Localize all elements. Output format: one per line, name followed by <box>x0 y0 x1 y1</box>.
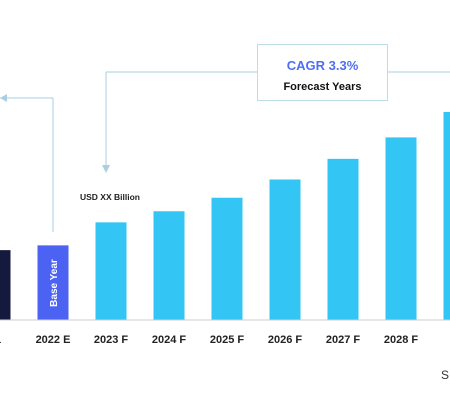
x-tick-label-6: 2026 F <box>268 334 303 346</box>
base-year-label: Base Year <box>49 259 60 307</box>
unit-label: USD XX Billion <box>80 192 140 202</box>
cagr-subtitle: Forecast Years <box>283 81 362 93</box>
bar-1 <box>0 250 11 320</box>
cagr-title: CAGR 3.3% <box>286 58 359 73</box>
x-tick-labels: 21 2022 E 2023 F 2024 F 2025 F 2026 F 2027 F 20… <box>0 334 419 346</box>
connector-left-arrow <box>0 94 7 102</box>
x-tick-label-7: 2027 F <box>326 334 361 346</box>
x-tick-label-2: 2022 E <box>36 334 71 346</box>
bar-6 <box>269 179 301 320</box>
bar-9 <box>443 112 450 320</box>
cagr-annotation-box: CAGR 3.3% Forecast Years <box>257 44 388 101</box>
source-label: S <box>441 368 450 382</box>
bar-4 <box>153 211 185 320</box>
connector-right-arrow <box>102 165 110 173</box>
annotation-connectors <box>0 71 450 232</box>
bar-2 <box>37 245 69 320</box>
x-tick-label-1: 21 <box>0 334 1 346</box>
bar-8 <box>385 137 417 320</box>
x-tick-label-5: 2025 F <box>210 334 245 346</box>
bar-5 <box>211 197 243 320</box>
bar-3 <box>95 222 127 320</box>
x-tick-label-8: 2028 F <box>384 334 419 346</box>
bar-7 <box>327 158 359 320</box>
x-tick-label-4: 2024 F <box>152 334 187 346</box>
bars-group <box>0 112 450 320</box>
x-tick-label-3: 2023 F <box>94 334 129 346</box>
